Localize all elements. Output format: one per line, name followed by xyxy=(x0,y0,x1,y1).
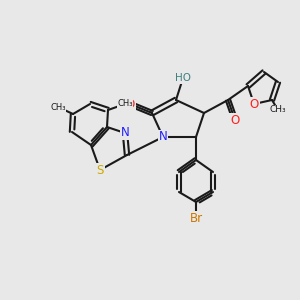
Text: CH₃: CH₃ xyxy=(270,106,286,115)
Text: S: S xyxy=(96,164,104,176)
Text: N: N xyxy=(121,127,129,140)
Text: O: O xyxy=(230,113,240,127)
Text: N: N xyxy=(159,130,167,143)
Text: O: O xyxy=(125,98,135,110)
Text: O: O xyxy=(249,98,259,110)
Text: CH₃: CH₃ xyxy=(50,103,66,112)
Text: HO: HO xyxy=(175,73,191,83)
Text: Br: Br xyxy=(189,212,203,224)
Text: CH₃: CH₃ xyxy=(117,100,133,109)
